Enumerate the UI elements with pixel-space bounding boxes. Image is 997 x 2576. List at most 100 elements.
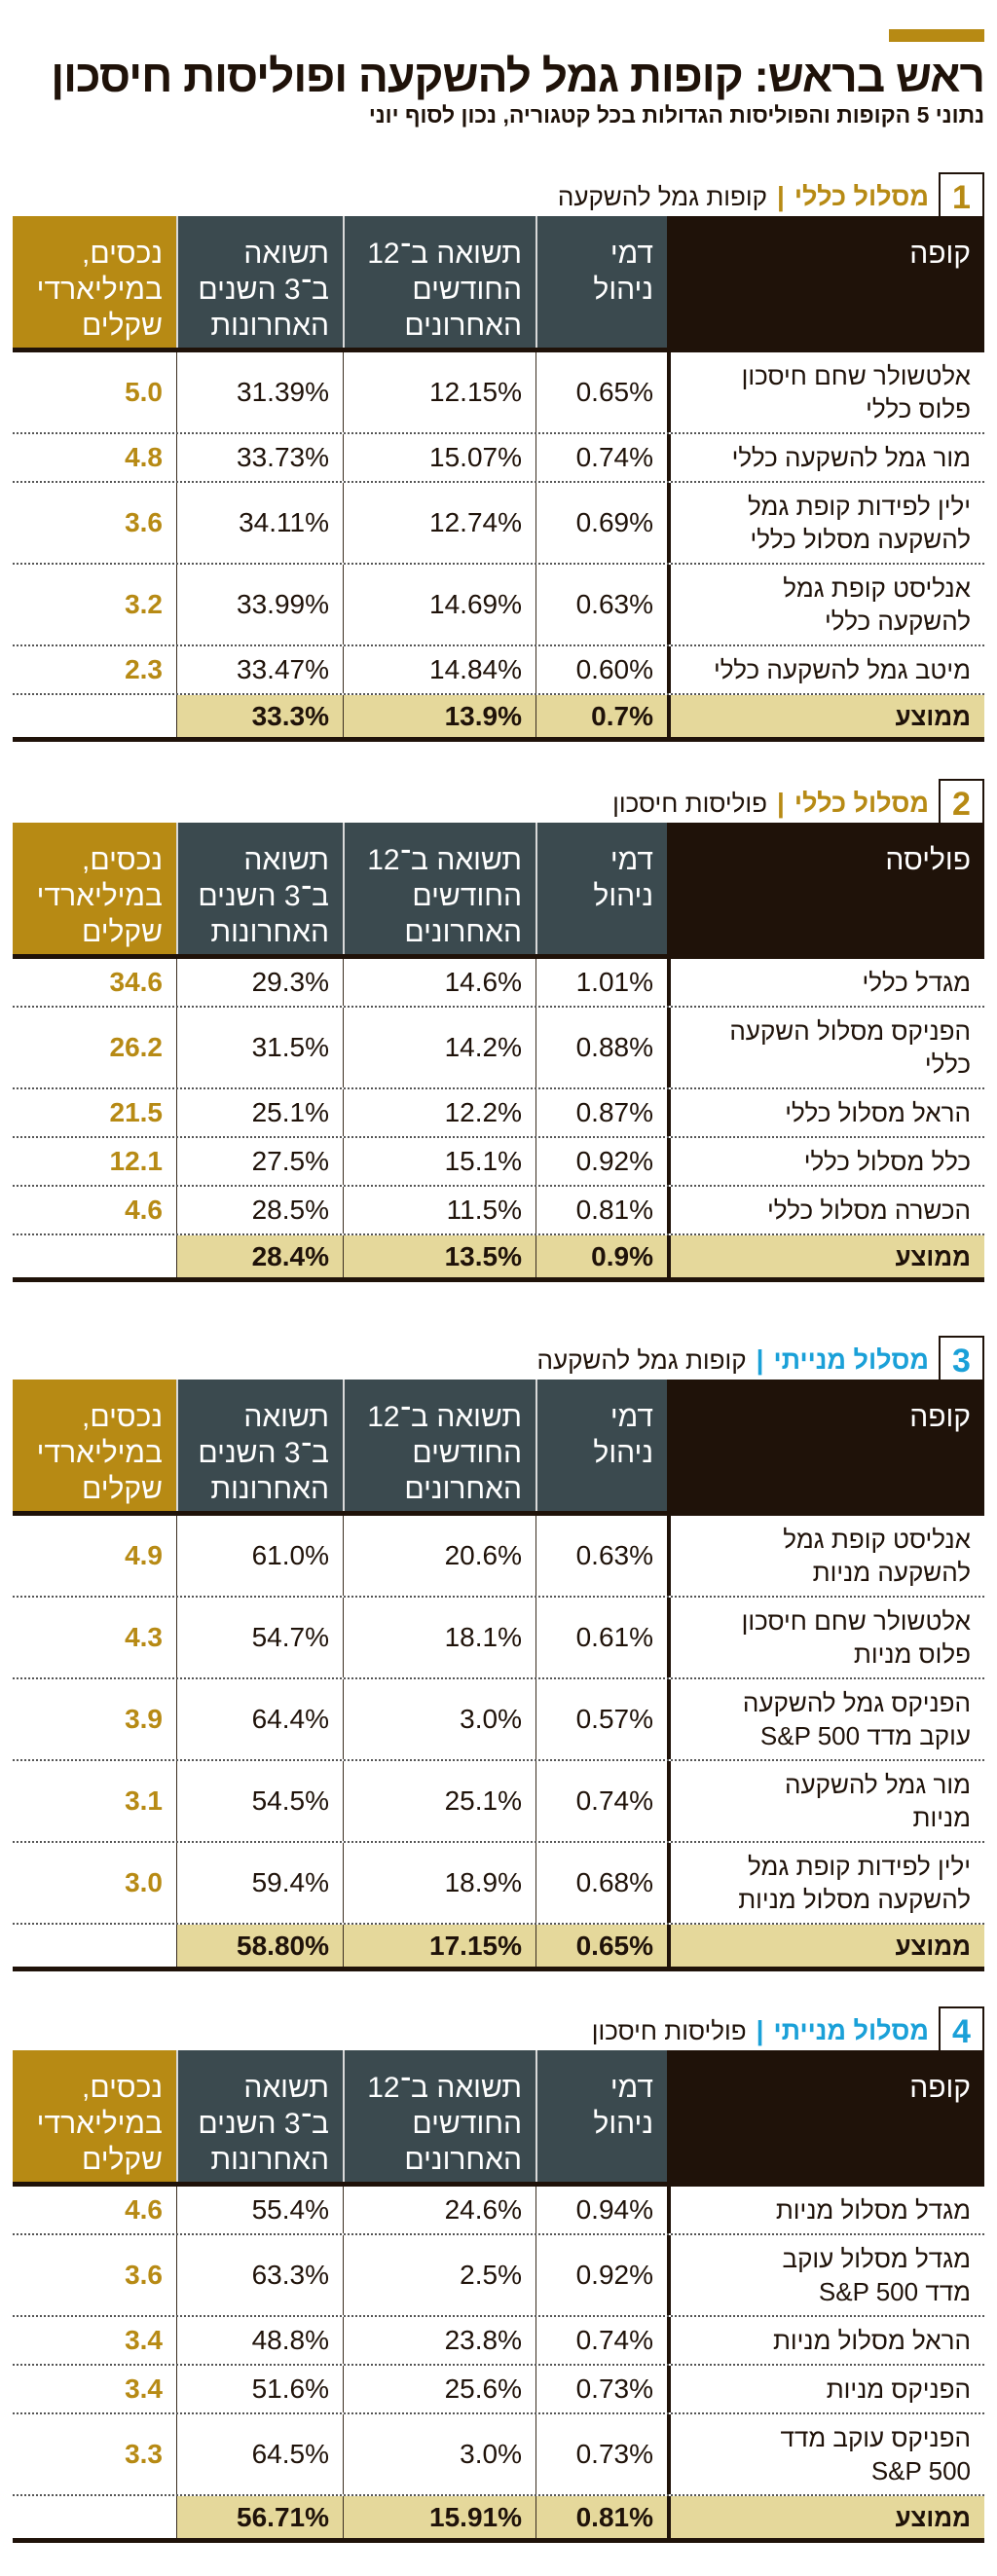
- return-3y-value: 54.5%: [251, 1785, 329, 1816]
- assets-value: 3.0: [125, 1867, 163, 1897]
- category-label: פוליסות חיסכון: [591, 2016, 747, 2045]
- track-label: מסלול מנייתי: [773, 1345, 929, 1375]
- header-fee: דמי ניהול: [535, 216, 667, 348]
- data-table: פוליסה דמי ניהול תשואה ב־12 החודשים האחר…: [13, 823, 984, 1282]
- return-3y-value: 33.73%: [237, 442, 329, 472]
- fee-value: 0.73%: [575, 2439, 653, 2469]
- header-return-3y: תשואה ב־3 השנים האחרונות: [176, 2050, 343, 2182]
- fee-value: 0.61%: [575, 1622, 653, 1652]
- assets-value: 3.2: [125, 589, 163, 619]
- assets-value: 5.0: [125, 377, 163, 407]
- fee-value: 0.81%: [575, 1195, 653, 1225]
- return-3y-value: 63.3%: [251, 2260, 329, 2290]
- data-table: קופה דמי ניהול תשואה ב־12 החודשים האחרונ…: [13, 2050, 984, 2543]
- track-label: מסלול כללי: [794, 182, 929, 211]
- fee-value: 0.68%: [575, 1867, 653, 1897]
- return-3y-value: 54.7%: [251, 1622, 329, 1652]
- avg-return-3y: 56.71%: [237, 2501, 329, 2532]
- fund-name: הראל מסלול מניות: [667, 2317, 984, 2364]
- table-header: קופה דמי ניהול תשואה ב־12 החודשים האחרונ…: [13, 216, 984, 352]
- fund-name: ילין לפידות קופת גמל להשקעה מסלול מניות: [667, 1843, 984, 1923]
- category-label: קופות גמל להשקעה: [536, 1345, 747, 1375]
- separator: |: [777, 181, 785, 211]
- fund-name: מור גמל להשקעה כללי: [667, 434, 984, 481]
- return-12m-value: 24.6%: [444, 2194, 522, 2225]
- fee-value: 0.74%: [575, 1785, 653, 1816]
- section-number: 1: [939, 172, 984, 216]
- avg-assets-empty: [13, 1235, 176, 1277]
- return-12m-value: 14.69%: [429, 589, 522, 619]
- assets-value: 21.5: [109, 1097, 164, 1127]
- table-header: קופה דמי ניהול תשואה ב־12 החודשים האחרונ…: [13, 2050, 984, 2187]
- return-3y-value: 33.47%: [237, 654, 329, 684]
- fund-name: מגדל כללי: [667, 959, 984, 1006]
- fee-value: 0.92%: [575, 2260, 653, 2290]
- avg-return-12m: 15.91%: [429, 2501, 522, 2532]
- fund-name: הפניקס עוקב מדד S&P 500: [667, 2414, 984, 2494]
- table-row: מגדל מסלול מניות 0.94% 24.6% 55.4% 4.6: [13, 2187, 984, 2235]
- return-12m-value: 15.07%: [429, 442, 522, 472]
- track-label: מסלול כללי: [794, 789, 929, 818]
- return-12m-value: 12.15%: [429, 377, 522, 407]
- fee-value: 0.65%: [575, 377, 653, 407]
- header-return-3y: תשואה ב־3 השנים האחרונות: [176, 823, 343, 954]
- avg-fee: 0.81%: [575, 2501, 653, 2532]
- assets-value: 4.3: [125, 1622, 163, 1652]
- assets-value: 12.1: [109, 1146, 164, 1176]
- header-return-12m: תשואה ב־12 החודשים האחרונים: [343, 823, 535, 954]
- table-row: מגדל מסלול עוקב מדד S&P 500 0.92% 2.5% 6…: [13, 2235, 984, 2317]
- fee-value: 0.63%: [575, 589, 653, 619]
- avg-return-3y: 33.3%: [251, 700, 329, 731]
- assets-value: 3.9: [125, 1704, 163, 1734]
- table-row: הכשרה מסלול כללי 0.81% 11.5% 28.5% 4.6: [13, 1187, 984, 1235]
- fund-name: מגדל מסלול עוקב מדד S&P 500: [667, 2235, 984, 2315]
- assets-value: 3.4: [125, 2325, 163, 2355]
- table-row: מגדל כללי 1.01% 14.6% 29.3% 34.6: [13, 959, 984, 1008]
- avg-return-3y: 58.80%: [237, 1930, 329, 1961]
- header-name: קופה: [667, 1380, 984, 1511]
- fee-value: 0.73%: [575, 2374, 653, 2404]
- return-12m-value: 14.2%: [444, 1032, 522, 1062]
- table-row: הפניקס גמל להשקעה עוקב מדד S&P 500 0.57%…: [13, 1679, 984, 1761]
- return-3y-value: 31.5%: [251, 1032, 329, 1062]
- table-row: מור גמל להשקעה כללי 0.74% 15.07% 33.73% …: [13, 434, 984, 483]
- assets-value: 34.6: [109, 967, 164, 997]
- header-fee: דמי ניהול: [535, 823, 667, 954]
- table-row: אלטשולר שחם חיסכון פלוס כללי 0.65% 12.15…: [13, 352, 984, 434]
- fee-value: 0.74%: [575, 2325, 653, 2355]
- header-assets: נכסים, במיליארדי שקלים: [13, 823, 176, 954]
- section-3: 3 מסלול מנייתי | קופות גמל להשקעה קופה ד…: [13, 1336, 984, 1971]
- assets-value: 3.3: [125, 2439, 163, 2469]
- avg-assets-empty: [13, 2496, 176, 2538]
- header-assets: נכסים, במיליארדי שקלים: [13, 216, 176, 348]
- avg-return-12m: 13.9%: [444, 700, 522, 731]
- assets-value: 4.6: [125, 2194, 163, 2225]
- return-3y-value: 29.3%: [251, 967, 329, 997]
- return-12m-value: 12.2%: [444, 1097, 522, 1127]
- separator: |: [756, 1344, 764, 1375]
- return-12m-value: 18.9%: [444, 1867, 522, 1897]
- header-return-12m: תשואה ב־12 החודשים האחרונים: [343, 216, 535, 348]
- header-assets: נכסים, במיליארדי שקלים: [13, 1380, 176, 1511]
- avg-return-12m: 17.15%: [429, 1930, 522, 1961]
- table-row: כלל מסלול כללי 0.92% 15.1% 27.5% 12.1: [13, 1138, 984, 1187]
- return-12m-value: 12.74%: [429, 507, 522, 537]
- return-3y-value: 28.5%: [251, 1195, 329, 1225]
- assets-value: 3.6: [125, 2260, 163, 2290]
- avg-return-3y: 28.4%: [251, 1240, 329, 1271]
- assets-value: 4.9: [125, 1540, 163, 1570]
- section-number: 4: [939, 2006, 984, 2050]
- return-12m-value: 14.84%: [429, 654, 522, 684]
- average-label: ממוצע: [667, 1235, 984, 1277]
- table-header: קופה דמי ניהול תשואה ב־12 החודשים האחרונ…: [13, 1380, 984, 1516]
- assets-value: 3.6: [125, 507, 163, 537]
- header-name: קופה: [667, 216, 984, 348]
- return-12m-value: 11.5%: [446, 1195, 522, 1225]
- table-row: אלטשולר שחם חיסכון פלוס מניות 0.61% 18.1…: [13, 1598, 984, 1679]
- average-row: ממוצע 0.65% 17.15% 58.80%: [13, 1925, 984, 1971]
- assets-value: 2.3: [125, 654, 163, 684]
- fund-name: מגדל מסלול מניות: [667, 2187, 984, 2233]
- return-12m-value: 3.0%: [460, 1704, 522, 1734]
- average-row: ממוצע 0.81% 15.91% 56.71%: [13, 2496, 984, 2543]
- header-fee: דמי ניהול: [535, 2050, 667, 2182]
